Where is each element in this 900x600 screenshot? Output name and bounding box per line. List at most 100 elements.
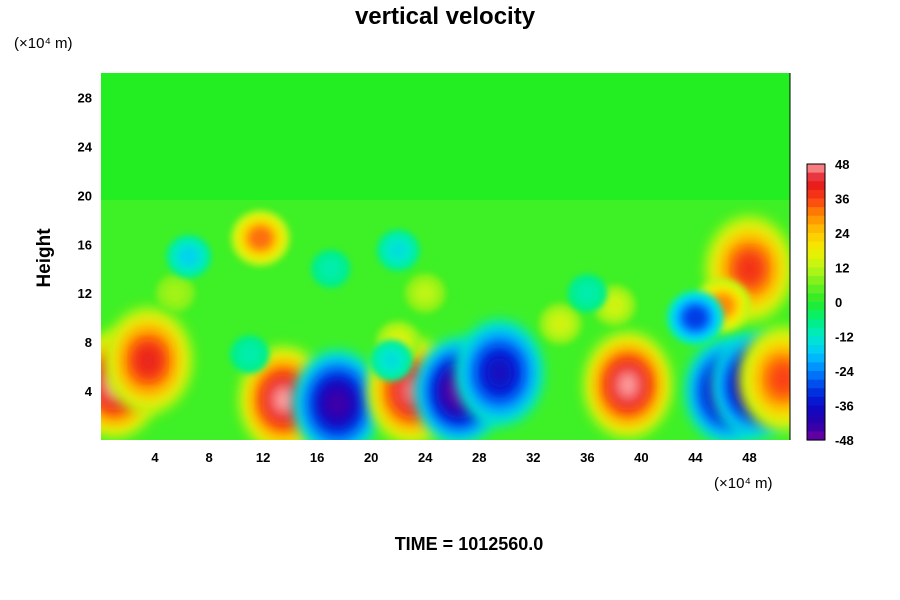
colorbar-segment: [807, 164, 825, 174]
x-tick-label: 28: [472, 450, 486, 465]
contour-level: [606, 297, 623, 314]
y-tick-label: 12: [78, 286, 92, 301]
colorbar-segment: [807, 250, 825, 260]
colorbar-segment: [807, 353, 825, 363]
contour-level: [684, 307, 707, 329]
colorbar-segment: [807, 215, 825, 225]
contour-level: [180, 248, 198, 265]
colorbar-segment: [807, 276, 825, 286]
x-tick-label: 8: [205, 450, 212, 465]
x-tick-label: 24: [418, 450, 433, 465]
colorbar-segment: [807, 224, 825, 234]
y-tick-label: 16: [78, 237, 92, 252]
colorbar-segment: [807, 293, 825, 303]
colorbar: 48 36 24 12 0 -12 -24 -36 -48: [806, 157, 855, 448]
plot-area: [101, 73, 790, 440]
colorbar-segment: [807, 405, 825, 415]
colorbar-segment: [807, 336, 825, 346]
y-tick-label: 8: [85, 335, 92, 350]
x-tick-label: 40: [634, 450, 648, 465]
contour-level: [417, 285, 434, 301]
contour-level: [770, 363, 790, 395]
velocity-feature: [404, 273, 446, 313]
y-axis-ticks: 4 8 12 16 20 24 28: [78, 90, 93, 399]
contour-level: [736, 253, 763, 285]
colorbar-segment: [807, 345, 825, 355]
contour-level: [615, 369, 641, 401]
x-tick-label: 36: [580, 450, 594, 465]
colorbar-segment: [807, 284, 825, 294]
velocity-feature: [230, 335, 269, 374]
x-tick-label: 32: [526, 450, 540, 465]
colorbar-segment: [807, 319, 825, 329]
colorbar-segment: [807, 310, 825, 320]
contour-level: [323, 261, 339, 276]
colorbar-tick-label: 12: [835, 261, 849, 276]
x-axis-unit: (×10⁴ m): [714, 475, 773, 492]
time-stamp: TIME = 1012560.0: [395, 534, 544, 554]
y-tick-label: 4: [85, 384, 93, 399]
y-axis-unit: (×10⁴ m): [14, 35, 73, 52]
velocity-feature: [311, 249, 351, 288]
colorbar-tick-label: -36: [835, 399, 854, 414]
colorbar-segment: [807, 181, 825, 191]
colorbar-tick-label: 48: [835, 157, 849, 172]
colorbar-tick-label: 0: [835, 295, 842, 310]
colorbar-segment: [807, 327, 825, 338]
velocity-feature: [567, 274, 607, 312]
colorbar-segment: [807, 258, 825, 269]
contour-level: [167, 285, 183, 301]
colorbar-segment: [807, 267, 825, 277]
velocity-feature: [105, 307, 192, 414]
contour-level: [579, 285, 595, 301]
colorbar-segment: [807, 362, 825, 372]
colorbar-segment: [807, 233, 825, 243]
x-tick-label: 20: [364, 450, 378, 465]
velocity-feature: [539, 303, 582, 345]
colorbar-segment: [807, 207, 825, 217]
velocity-feature: [740, 326, 790, 432]
contour-level: [249, 227, 272, 249]
colorbar-tick-label: -24: [835, 364, 855, 379]
contour-level: [390, 242, 407, 259]
velocity-feature: [377, 229, 420, 271]
x-tick-label: 48: [742, 450, 756, 465]
x-tick-label: 4: [151, 450, 159, 465]
velocity-feature: [166, 235, 211, 278]
velocity-feature: [294, 350, 381, 440]
colorbar-segment: [807, 396, 825, 407]
colorbar-frame: [806, 163, 826, 441]
y-tick-label: 24: [78, 139, 93, 154]
contour-level: [242, 347, 258, 362]
colorbar-segment: [807, 422, 825, 432]
colorbar-segment: [807, 302, 825, 312]
y-tick-label: 20: [78, 188, 92, 203]
contour-level: [552, 315, 569, 332]
chart-title: vertical velocity: [355, 3, 536, 30]
colorbar-tick-label: -12: [835, 330, 854, 345]
x-tick-label: 16: [310, 450, 324, 465]
velocity-feature: [667, 290, 724, 345]
colorbar-segment: [807, 189, 825, 200]
colorbar-segment: [807, 414, 825, 424]
velocity-features: [101, 210, 790, 440]
colorbar-segment: [807, 172, 825, 182]
contour-level: [270, 383, 297, 416]
contour-level: [135, 344, 162, 377]
colorbar-tick-label: -48: [835, 433, 854, 448]
colorbar-segment: [807, 388, 825, 398]
colorbar-segment: [807, 371, 825, 381]
colorbar-tick-label: 24: [835, 226, 850, 241]
velocity-feature: [155, 274, 195, 312]
x-tick-label: 44: [688, 450, 703, 465]
velocity-feature: [584, 332, 672, 438]
x-tick-label: 12: [256, 450, 270, 465]
velocity-feature: [456, 320, 543, 426]
colorbar-segment: [807, 431, 825, 441]
contour-level: [324, 387, 351, 419]
velocity-feature: [370, 340, 413, 381]
colorbar-tick-label: 36: [835, 192, 849, 207]
contour-level: [486, 357, 513, 389]
velocity-feature: [231, 210, 290, 266]
